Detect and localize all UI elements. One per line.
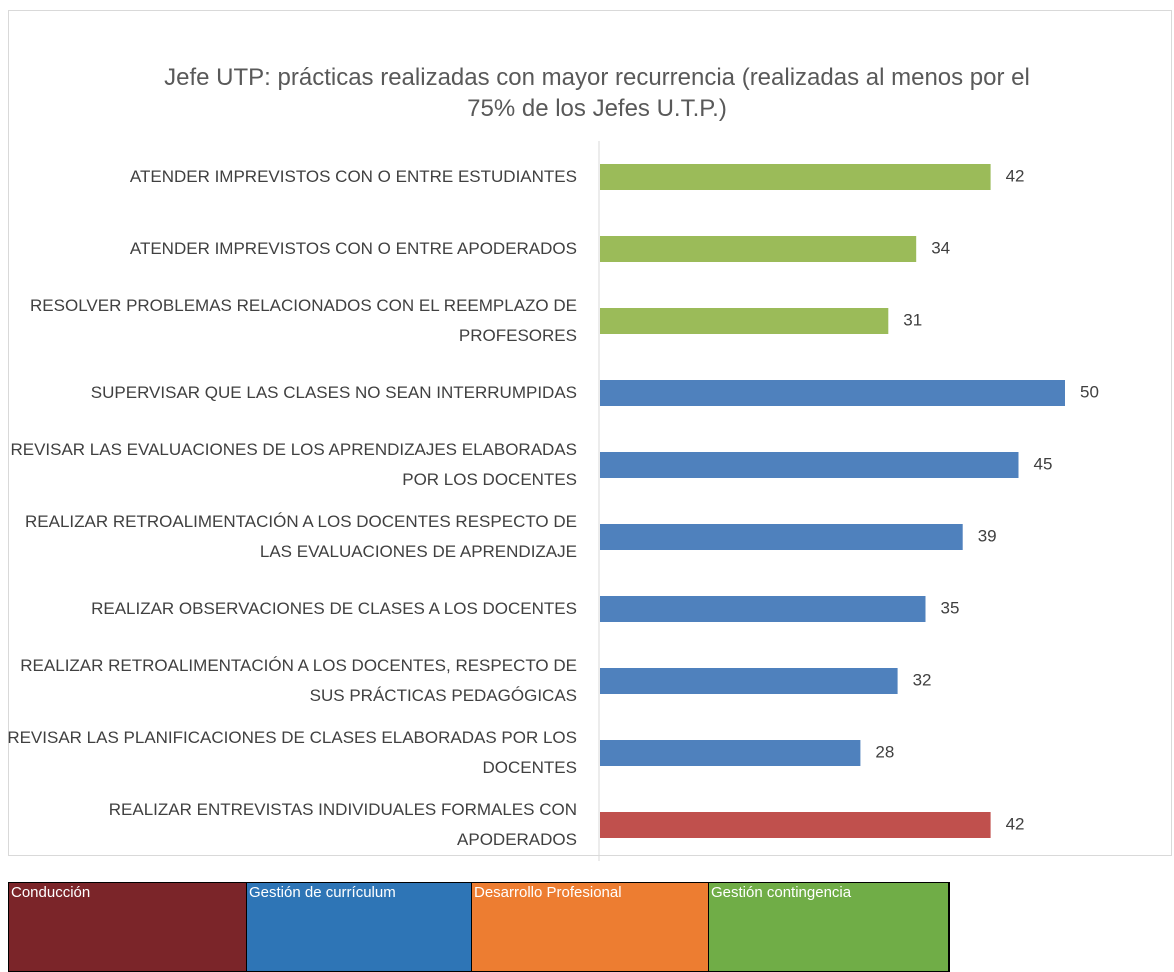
bar [600, 668, 898, 694]
bar [600, 236, 917, 262]
legend-cell: Gestión de currículum [247, 883, 472, 971]
category-label: ATENDER IMPREVISTOS CON O ENTRE ESTUDIAN… [129, 167, 577, 186]
category-label: REVISAR LAS PLANIFICACIONES DE CLASES EL… [7, 728, 577, 777]
legend-cell: Gestión contingencia [709, 883, 949, 971]
bar [600, 812, 991, 838]
category-label: SUPERVISAR QUE LAS CLASES NO SEAN INTERR… [90, 383, 577, 402]
chart: 42 34 31 50 45 39 35 32 28 42 [598, 141, 1099, 861]
category-label: REVISAR LAS EVALUACIONES DE LOS APRENDIZ… [10, 440, 577, 489]
value-label: 42 [1006, 814, 1025, 833]
value-label: 45 [1034, 454, 1053, 473]
bar [600, 596, 926, 622]
chart-title: Jefe UTP: prácticas realizadas con mayor… [164, 64, 1030, 122]
bar [600, 452, 1019, 478]
bar [600, 164, 991, 190]
value-label: 28 [875, 742, 894, 761]
legend-table: Conducción Gestión de currículum Desarroll… [8, 882, 950, 972]
value-label: 32 [913, 670, 932, 689]
legend-cell: Desarrollo Profesional [472, 883, 709, 971]
category-label: REALIZAR RETROALIMENTACIÓN A LOS DOCENTE… [20, 656, 577, 705]
chart-frame [8, 10, 1172, 856]
bar [600, 524, 963, 550]
legend-cell: Conducción [9, 883, 247, 971]
value-label: 39 [978, 526, 997, 545]
bar [600, 740, 861, 766]
bar [600, 380, 1065, 406]
category-label: REALIZAR OBSERVACIONES DE CLASES A LOS D… [91, 599, 577, 618]
value-label: 31 [903, 310, 922, 329]
value-label: 34 [931, 238, 950, 257]
category-label: ATENDER IMPREVISTOS CON O ENTRE APODERAD… [129, 239, 577, 258]
category-label: REALIZAR RETROALIMENTACIÓN A LOS DOCENTE… [25, 512, 577, 561]
value-label: 42 [1006, 166, 1025, 185]
category-label: RESOLVER PROBLEMAS RELACIONADOS CON EL R… [30, 296, 577, 345]
value-label: 35 [941, 598, 960, 617]
bar [600, 308, 889, 334]
value-label: 50 [1080, 382, 1099, 401]
category-label: REALIZAR ENTREVISTAS INDIVIDUALES FORMAL… [108, 800, 577, 849]
